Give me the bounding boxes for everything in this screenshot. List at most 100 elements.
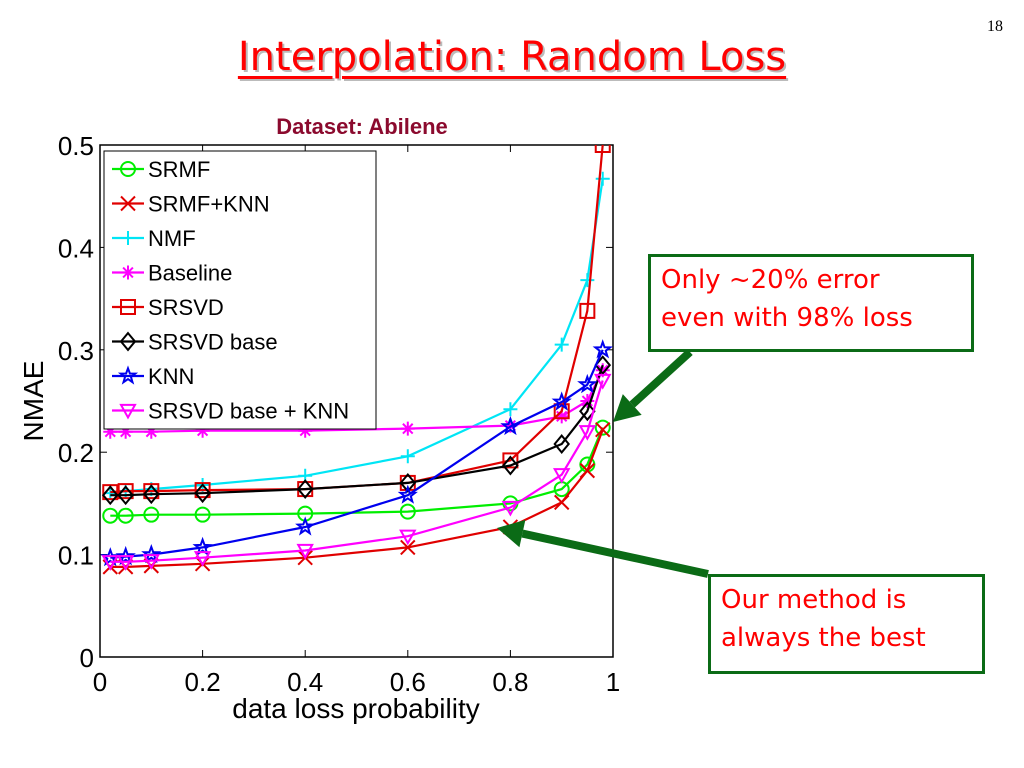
data-point (500, 415, 521, 436)
y-tick-label: 0.5 (58, 131, 94, 161)
data-point (143, 483, 160, 500)
slide-title: Interpolation: Random Loss (237, 34, 787, 80)
legend-marker (120, 195, 136, 212)
legend-label: NMF (148, 226, 196, 251)
data-point (295, 516, 316, 536)
data-point (397, 484, 418, 504)
data-point (194, 482, 211, 499)
data-point (579, 302, 596, 319)
series-line (110, 369, 604, 433)
data-point (592, 339, 613, 359)
legend-box (103, 150, 377, 430)
data-point (117, 485, 134, 506)
data-point (580, 394, 595, 408)
data-point (503, 402, 518, 417)
data-point (578, 425, 597, 441)
data-point (119, 331, 137, 352)
series-line (110, 427, 604, 517)
data-point (577, 373, 598, 394)
y-tick-label: 0.4 (58, 233, 94, 263)
data-point (298, 423, 313, 438)
data-point (553, 494, 570, 511)
data-point (399, 529, 417, 546)
data-point (193, 551, 212, 567)
data-point (296, 543, 314, 560)
data-point (101, 485, 119, 506)
slide-number: 18 (987, 18, 1003, 35)
data-point (119, 403, 137, 420)
series-srsvd-base-knn (101, 373, 612, 571)
legend-label: SRSVD base + KNN (148, 399, 349, 424)
data-point (595, 171, 610, 186)
data-point (553, 468, 571, 484)
arrow-to-low-error (613, 349, 693, 422)
arrow-to-best-method (497, 519, 709, 578)
series-srsvd-base (101, 355, 612, 506)
data-point (554, 409, 569, 424)
series-srmf (102, 419, 611, 524)
x-tick-label: 1 (606, 667, 620, 697)
data-point (117, 483, 134, 500)
arrow-shaft (521, 529, 709, 578)
data-point (102, 507, 119, 524)
data-point (101, 555, 119, 571)
data-point (118, 424, 133, 439)
data-point (594, 419, 611, 436)
legend-marker (121, 231, 135, 245)
callout-error-note: Only ~20% error even with 98% loss (648, 254, 974, 352)
x-axis-label: data loss probability (232, 693, 479, 724)
y-tick-label: 0.1 (58, 541, 94, 571)
callout-2-line-2: always the best (721, 623, 926, 653)
arrow-shaft (629, 349, 693, 408)
data-point (142, 554, 160, 570)
data-point (102, 484, 119, 501)
data-point (580, 273, 595, 288)
y-tick-label: 0.2 (58, 438, 94, 468)
y-tick-label: 0.3 (58, 336, 94, 366)
data-point (143, 506, 160, 523)
legend-label: Baseline (148, 261, 232, 286)
series-line (110, 364, 604, 497)
data-point (142, 484, 160, 505)
data-point (579, 401, 596, 422)
data-point (579, 462, 596, 479)
plot-area-frame (99, 144, 614, 658)
data-point (296, 479, 314, 500)
data-point (502, 455, 519, 476)
x-tick-label: 0 (93, 667, 107, 697)
data-point (120, 195, 136, 212)
data-point (400, 421, 415, 436)
data-point (400, 539, 416, 556)
legend-marker (120, 161, 136, 177)
data-point (502, 452, 519, 469)
arrow-head (613, 394, 642, 422)
data-point (595, 363, 610, 378)
legend-label: SRSVD base (148, 330, 278, 355)
legend-marker (119, 331, 137, 352)
data-point (399, 472, 417, 493)
series-line (110, 380, 604, 563)
data-point (121, 265, 135, 280)
series-line (110, 349, 604, 559)
legend-label: SRMF (148, 157, 210, 182)
x-tick-label: 0.6 (390, 667, 426, 697)
x-tick-label: 0.4 (287, 667, 323, 697)
data-point (141, 543, 162, 564)
callout-2-line-1: Our method is (721, 585, 907, 615)
legend-label: KNN (148, 364, 194, 389)
data-point (192, 536, 213, 557)
series-line (110, 429, 604, 568)
data-point (400, 449, 415, 464)
callout-1-line-1: Only ~20% error (661, 265, 880, 295)
y-tick-label: 0 (80, 643, 94, 673)
data-point (115, 545, 136, 566)
legend-marker (120, 299, 136, 315)
data-point (121, 231, 135, 245)
data-point (194, 483, 211, 504)
data-point (594, 373, 612, 390)
legend-label: SRSVD (148, 295, 224, 320)
data-point (551, 391, 572, 411)
arrow-head (497, 519, 526, 548)
data-point (501, 500, 520, 517)
data-point (554, 337, 569, 352)
